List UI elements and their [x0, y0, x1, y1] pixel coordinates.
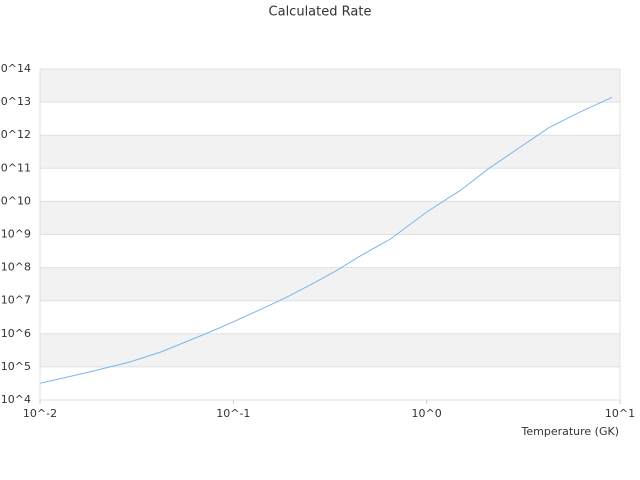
y-tick-label: 10^8: [1, 261, 31, 274]
x-tick-label: 10^1: [605, 407, 635, 420]
grid-band: [40, 201, 620, 235]
y-tick-label: 10^14: [0, 62, 31, 75]
y-tick-label: 10^6: [1, 327, 31, 340]
y-tick-label: 10^4: [1, 393, 31, 406]
x-tick-label: 10^-1: [216, 407, 250, 420]
y-tick-label: 10^11: [0, 161, 31, 174]
data-line: [39, 96, 613, 384]
grid-band: [40, 69, 620, 103]
y-tick-label: 10^5: [1, 360, 31, 373]
y-tick-label: 10^12: [0, 128, 31, 141]
y-tick-label: 10^10: [0, 194, 31, 207]
grid-band: [40, 135, 620, 169]
x-axis-label: Temperature (GK): [521, 425, 620, 438]
y-tick-label: 10^7: [1, 294, 31, 307]
grid-band: [40, 267, 620, 301]
grid-band: [40, 333, 620, 367]
chart-title: Calculated Rate: [269, 5, 372, 20]
x-tick-label: 10^0: [412, 407, 442, 420]
y-tick-label: 10^13: [0, 95, 31, 108]
x-tick-label: 10^-2: [23, 407, 57, 420]
y-tick-label: 10^9: [1, 228, 31, 241]
